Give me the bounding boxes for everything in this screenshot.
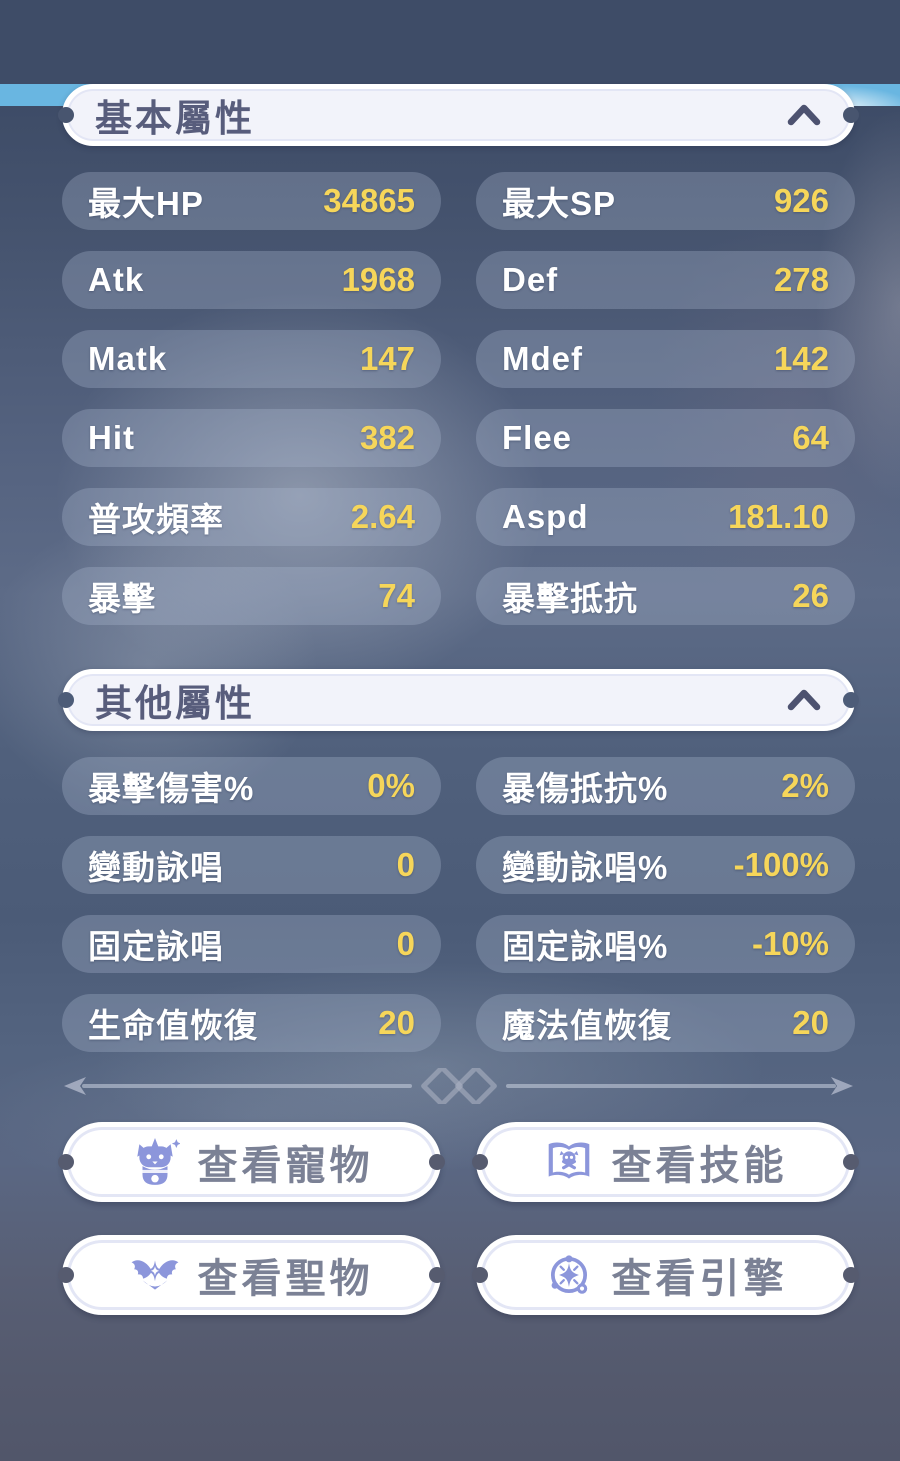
stat-pill: 暴擊 74 xyxy=(62,567,441,625)
stat-label: Def xyxy=(502,261,559,298)
stat-label: 最大HP xyxy=(88,185,204,222)
view-engine-button[interactable]: 查看引擎 xyxy=(476,1235,855,1315)
stat-label: 變動詠唱 xyxy=(88,849,224,886)
stat-pill: Matk 147 xyxy=(62,330,441,388)
stat-value: 34865 xyxy=(323,182,415,219)
other-stats-grid: 暴擊傷害% 0% 暴傷抵抗% 2% 變動詠唱 0 變動詠唱% -100% 固定詠唱 0 固定詠唱% -… xyxy=(62,757,855,1052)
stat-value: 2.64 xyxy=(350,498,415,535)
view-skills-button[interactable]: 查看技能 xyxy=(476,1122,855,1202)
stat-pill: 生命值恢復 20 xyxy=(62,994,441,1052)
stat-label: 普攻頻率 xyxy=(88,501,224,538)
arrow-left-icon xyxy=(64,1077,86,1095)
relic-wings-icon xyxy=(131,1260,178,1290)
section-title: 基本屬性 xyxy=(95,98,255,139)
stat-value: 0 xyxy=(396,846,415,883)
stat-label: 生命值恢復 xyxy=(88,1007,258,1044)
stat-value: 1968 xyxy=(341,261,415,298)
arrow-right-icon xyxy=(831,1077,853,1095)
stat-value: 20 xyxy=(378,1004,415,1041)
stat-value: 278 xyxy=(773,261,829,298)
stat-pill: Flee 64 xyxy=(476,409,855,467)
stat-pill: 最大HP 34865 xyxy=(62,172,441,230)
stat-label: Aspd xyxy=(502,498,589,535)
stat-value: -100% xyxy=(733,846,829,883)
stat-value: 926 xyxy=(773,182,829,219)
stat-value: 26 xyxy=(792,577,829,614)
stat-pill: Def 278 xyxy=(476,251,855,309)
stat-pill: 變動詠唱% -100% xyxy=(476,836,855,894)
button-label: 查看技能 xyxy=(611,1144,788,1188)
stat-value: -10% xyxy=(751,925,829,962)
stat-pill: Mdef 142 xyxy=(476,330,855,388)
stat-label: Atk xyxy=(88,261,145,298)
stat-label: Mdef xyxy=(502,340,583,377)
stat-value: 2% xyxy=(781,767,829,804)
stat-label: 暴擊傷害% xyxy=(88,770,255,807)
stat-pill: 暴擊抵抗 26 xyxy=(476,567,855,625)
stat-pill: Atk 1968 xyxy=(62,251,441,309)
stat-label: Hit xyxy=(88,419,135,456)
stats-panel: 基本屬性 最大HP 34865 最大SP 926 Atk 1968 Def 278 Matk 14… xyxy=(0,84,900,1315)
stat-pill: 固定詠唱% -10% xyxy=(476,915,855,973)
action-buttons: 查看寵物 查看技能 xyxy=(62,1122,855,1315)
stat-pill: 暴傷抵抗% 2% xyxy=(476,757,855,815)
stat-label: 最大SP xyxy=(502,185,617,222)
stat-value: 64 xyxy=(792,419,829,456)
stat-label: 固定詠唱% xyxy=(502,928,669,965)
stat-value: 382 xyxy=(359,419,415,456)
pet-icon xyxy=(136,1138,180,1185)
stat-label: 暴擊 xyxy=(88,580,156,617)
stat-label: 固定詠唱 xyxy=(88,928,224,965)
stat-pill: 變動詠唱 0 xyxy=(62,836,441,894)
stat-value: 74 xyxy=(378,577,415,614)
section-header-basic-attributes[interactable]: 基本屬性 xyxy=(62,84,855,146)
stat-pill: 魔法值恢復 20 xyxy=(476,994,855,1052)
stat-label: Flee xyxy=(502,419,573,456)
section-title: 其他屬性 xyxy=(95,683,255,724)
stat-label: 變動詠唱% xyxy=(502,849,669,886)
stat-value: 0% xyxy=(367,767,415,804)
stat-value: 0 xyxy=(396,925,415,962)
stat-label: 魔法值恢復 xyxy=(502,1007,672,1044)
button-label: 查看引擎 xyxy=(611,1257,788,1301)
chevron-up-icon xyxy=(787,689,821,711)
view-pet-button[interactable]: 查看寵物 xyxy=(62,1122,441,1202)
button-label: 查看聖物 xyxy=(197,1257,374,1301)
stat-label: 暴擊抵抗 xyxy=(502,580,638,617)
stat-pill: 最大SP 926 xyxy=(476,172,855,230)
section-header-other-attributes[interactable]: 其他屬性 xyxy=(62,669,855,731)
stat-pill: Aspd 181.10 xyxy=(476,488,855,546)
stat-label: 暴傷抵抗% xyxy=(502,770,669,807)
skill-book-icon xyxy=(548,1142,589,1179)
button-label: 查看寵物 xyxy=(197,1144,374,1188)
basic-stats-grid: 最大HP 34865 最大SP 926 Atk 1968 Def 278 Matk 147 Mdef… xyxy=(62,172,855,625)
chevron-up-icon xyxy=(787,104,821,126)
stat-value: 142 xyxy=(773,340,829,377)
stat-pill: Hit 382 xyxy=(62,409,441,467)
view-relic-button[interactable]: 查看聖物 xyxy=(62,1235,441,1315)
stat-value: 181.10 xyxy=(728,498,829,535)
engine-icon xyxy=(550,1255,587,1294)
stat-pill: 普攻頻率 2.64 xyxy=(62,488,441,546)
chain-link-icon xyxy=(421,1068,497,1104)
section-divider xyxy=(64,1068,853,1104)
stat-value: 20 xyxy=(792,1004,829,1041)
stat-pill: 暴擊傷害% 0% xyxy=(62,757,441,815)
stat-label: Matk xyxy=(88,340,168,377)
stat-pill: 固定詠唱 0 xyxy=(62,915,441,973)
stat-value: 147 xyxy=(359,340,415,377)
